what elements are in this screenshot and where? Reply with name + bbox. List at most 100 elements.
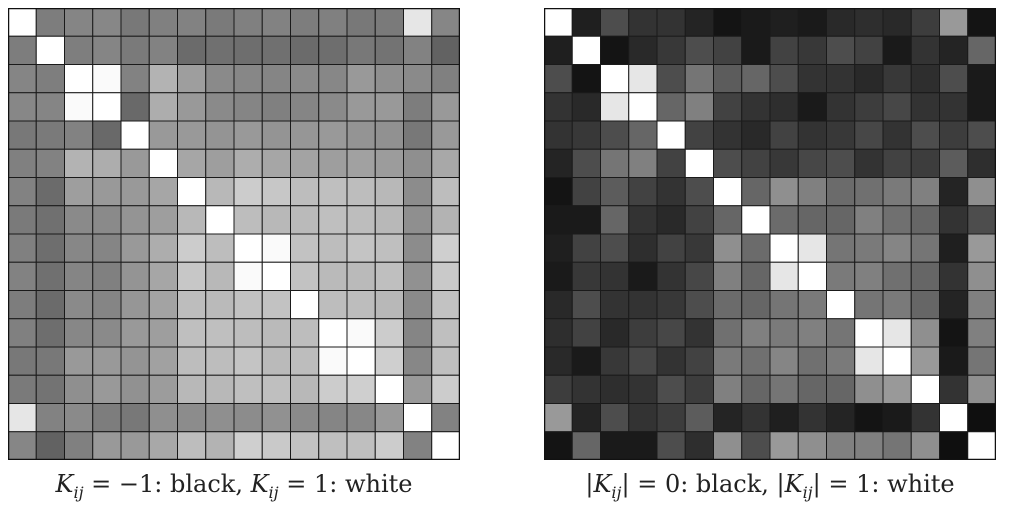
- heatmap-abs-cell-r9-c8: [769, 261, 799, 291]
- heatmap-signed-cell-r2-c6: [177, 64, 207, 94]
- heatmap-abs-cell-r15-c6: [713, 431, 743, 460]
- heatmap-signed-cell-r1-c4: [120, 35, 150, 65]
- heatmap-signed-cell-r6-c2: [64, 177, 94, 207]
- heatmap-abs-cell-r9-c0: [544, 261, 573, 291]
- heatmap-abs-cell-r8-c3: [628, 233, 658, 263]
- heatmap-abs-cell-r8-c11: [854, 233, 884, 263]
- heatmap-signed-cell-r5-c5: [148, 148, 178, 178]
- heatmap-signed-cell-r5-c0: [8, 148, 37, 178]
- heatmap-abs-cell-r6-c6: [713, 177, 743, 207]
- heatmap-signed-cell-r9-c1: [35, 261, 65, 291]
- heatmap-signed-cell-r6-c1: [35, 177, 65, 207]
- heatmap-signed-cell-r15-c7: [205, 431, 235, 460]
- heatmap-abs-cell-r6-c9: [797, 177, 827, 207]
- heatmap-signed-cell-r4-c15: [431, 120, 460, 150]
- heatmap-abs-cell-r1-c8: [769, 35, 799, 65]
- heatmap-abs-cell-r2-c13: [910, 64, 940, 94]
- heatmap-signed-cell-r1-c1: [35, 35, 65, 65]
- heatmap-abs-cell-r7-c5: [684, 205, 714, 235]
- heatmap-abs-cell-r9-c7: [741, 261, 771, 291]
- heatmap-signed-cell-r1-c5: [148, 35, 178, 65]
- heatmap-signed-cell-r12-c4: [120, 346, 150, 376]
- heatmap-signed-cell-r12-c3: [92, 346, 122, 376]
- heatmap-abs-cell-r1-c11: [854, 35, 884, 65]
- heatmap-signed-cell-r8-c10: [290, 233, 320, 263]
- heatmap-signed-cell-r12-c10: [290, 346, 320, 376]
- heatmap-abs-cell-r4-c4: [656, 120, 686, 150]
- heatmap-signed-cell-r15-c13: [374, 431, 404, 460]
- heatmap-abs-cell-r9-c10: [826, 261, 856, 291]
- heatmap-abs-cell-r10-c10: [826, 290, 856, 320]
- heatmap-abs-cell-r5-c2: [600, 148, 630, 178]
- heatmap-signed-cell-r1-c3: [92, 35, 122, 65]
- heatmap-signed-cell-r7-c10: [290, 205, 320, 235]
- heatmap-abs-cell-r4-c14: [939, 120, 969, 150]
- heatmap-signed-cell-r14-c7: [205, 403, 235, 433]
- heatmap-signed-cell-r1-c2: [64, 35, 94, 65]
- heatmap-svg-signed: [8, 8, 460, 460]
- heatmap-abs-cell-r12-c1: [571, 346, 601, 376]
- heatmap-signed-cell-r7-c14: [403, 205, 433, 235]
- heatmap-abs-cell-r5-c1: [571, 148, 601, 178]
- heatmap-signed-cell-r2-c15: [431, 64, 460, 94]
- heatmap-abs-cell-r4-c10: [826, 120, 856, 150]
- heatmap-abs-cell-r8-c0: [544, 233, 573, 263]
- heatmap-signed-cell-r4-c6: [177, 120, 207, 150]
- heatmap-signed-cell-r15-c14: [403, 431, 433, 460]
- heatmap-abs-cell-r8-c8: [769, 233, 799, 263]
- heatmap-abs-cell-r5-c15: [967, 148, 996, 178]
- heatmap-abs-cell-r13-c1: [571, 374, 601, 404]
- heatmap-signed-cell-r1-c10: [290, 35, 320, 65]
- caption-abs-value-1: = 0: black,: [629, 470, 777, 498]
- heatmap-abs-cell-r0-c5: [684, 8, 714, 37]
- heatmap-abs-cell-r11-c14: [939, 318, 969, 348]
- heatmap-signed-cell-r14-c4: [120, 403, 150, 433]
- heatmap-abs-cell-r14-c0: [544, 403, 573, 433]
- heatmap-abs-cell-r4-c13: [910, 120, 940, 150]
- heatmap-abs-cell-r6-c15: [967, 177, 996, 207]
- heatmap-abs-cell-r9-c5: [684, 261, 714, 291]
- heatmap-abs-cell-r1-c5: [684, 35, 714, 65]
- heatmap-signed-cell-r9-c0: [8, 261, 37, 291]
- heatmap-abs-cell-r8-c9: [797, 233, 827, 263]
- heatmap-signed-cell-r14-c15: [431, 403, 460, 433]
- heatmap-signed-cell-r9-c13: [374, 261, 404, 291]
- heatmap-abs-cell-r4-c12: [882, 120, 912, 150]
- heatmap-abs-cell-r9-c13: [910, 261, 940, 291]
- heatmap-abs-cell-r5-c3: [628, 148, 658, 178]
- heatmap-signed-cell-r5-c13: [374, 148, 404, 178]
- heatmap-abs-cell-r9-c12: [882, 261, 912, 291]
- heatmap-signed-cell-r3-c13: [374, 92, 404, 122]
- heatmap-abs-cell-r8-c6: [713, 233, 743, 263]
- heatmap-abs-cell-r10-c12: [882, 290, 912, 320]
- heatmap-abs-cell-r0-c2: [600, 8, 630, 37]
- heatmap-abs-cell-r12-c0: [544, 346, 573, 376]
- heatmap-abs-cell-r13-c4: [656, 374, 686, 404]
- heatmap-signed-cell-r9-c3: [92, 261, 122, 291]
- heatmap-abs-cell-r6-c0: [544, 177, 573, 207]
- heatmap-signed-cell-r1-c6: [177, 35, 207, 65]
- heatmap-abs-cell-r8-c7: [741, 233, 771, 263]
- heatmap-abs-cell-r4-c6: [713, 120, 743, 150]
- heatmap-abs-cell-r10-c13: [910, 290, 940, 320]
- heatmap-signed-cell-r3-c6: [177, 92, 207, 122]
- heatmap-abs-cell-r8-c15: [967, 233, 996, 263]
- heatmap-signed-cell-r1-c0: [8, 35, 37, 65]
- heatmap-abs-cell-r2-c8: [769, 64, 799, 94]
- heatmap-signed-cell-r10-c1: [35, 290, 65, 320]
- heatmap-signed-cell-r4-c5: [148, 120, 178, 150]
- heatmap-signed-cell-r4-c8: [233, 120, 263, 150]
- heatmap-signed-cell-r13-c4: [120, 374, 150, 404]
- heatmap-signed-cell-r10-c4: [120, 290, 150, 320]
- heatmap-signed-cell-r10-c10: [290, 290, 320, 320]
- heatmap-signed-cell-r4-c12: [346, 120, 376, 150]
- heatmap-abs-cell-r12-c3: [628, 346, 658, 376]
- heatmap-abs-cell-r12-c6: [713, 346, 743, 376]
- heatmap-signed-cell-r15-c6: [177, 431, 207, 460]
- heatmap-signed-cell-r2-c7: [205, 64, 235, 94]
- heatmap-abs-cell-r10-c8: [769, 290, 799, 320]
- heatmap-signed-cell-r10-c14: [403, 290, 433, 320]
- heatmap-abs-cell-r9-c11: [854, 261, 884, 291]
- heatmap-signed-cell-r12-c9: [261, 346, 291, 376]
- heatmap-signed-cell-r14-c13: [374, 403, 404, 433]
